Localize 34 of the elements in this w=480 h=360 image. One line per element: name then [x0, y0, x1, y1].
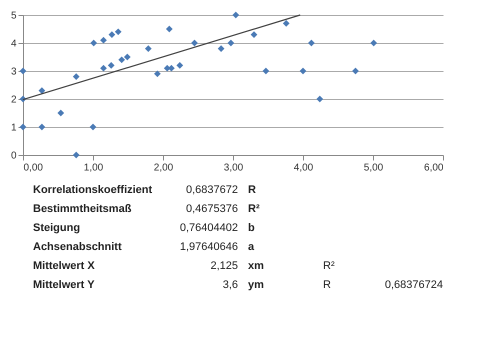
text: ym — [248, 279, 264, 291]
text: 0,68376724 — [384, 279, 443, 291]
text: 1,97640646 — [180, 241, 238, 253]
text: Achsenabschnitt — [33, 241, 122, 253]
text: 0,6837672 — [186, 184, 238, 196]
x-tick-label: 6,00 — [424, 162, 444, 174]
text: 0,4675376 — [186, 203, 238, 215]
text: Mittelwert Y — [33, 279, 96, 291]
text: 0,76404402 — [180, 222, 238, 234]
y-tick-label: 3 — [10, 66, 17, 78]
text: Korrelationskoeffizient — [33, 184, 153, 196]
x-tick-label: 3,00 — [224, 162, 244, 174]
text: 3,6 — [222, 279, 238, 291]
x-tick-label: 0,00 — [24, 162, 44, 174]
text: Bestimmtheitsmaß — [33, 203, 132, 215]
y-tick-label: 4 — [10, 38, 17, 50]
text: 2,125 — [210, 260, 238, 272]
text: Mittelwert X — [33, 260, 96, 272]
text: R — [248, 184, 256, 196]
y-tick-label: 2 — [10, 94, 17, 106]
text: R² — [248, 203, 260, 215]
text: R² — [323, 260, 335, 272]
text: xm — [248, 260, 264, 272]
text: Steigung — [33, 222, 80, 234]
x-tick-label: 5,00 — [364, 162, 384, 174]
x-tick-label: 2,00 — [154, 162, 174, 174]
y-tick-label: 0 — [10, 150, 17, 162]
x-tick-label: 4,00 — [294, 162, 314, 174]
text: R — [323, 279, 331, 291]
y-tick-label: 5 — [10, 10, 17, 22]
y-tick-label: 1 — [10, 122, 17, 134]
text: a — [248, 241, 255, 253]
text: b — [248, 222, 255, 234]
x-tick-label: 1,00 — [84, 162, 104, 174]
